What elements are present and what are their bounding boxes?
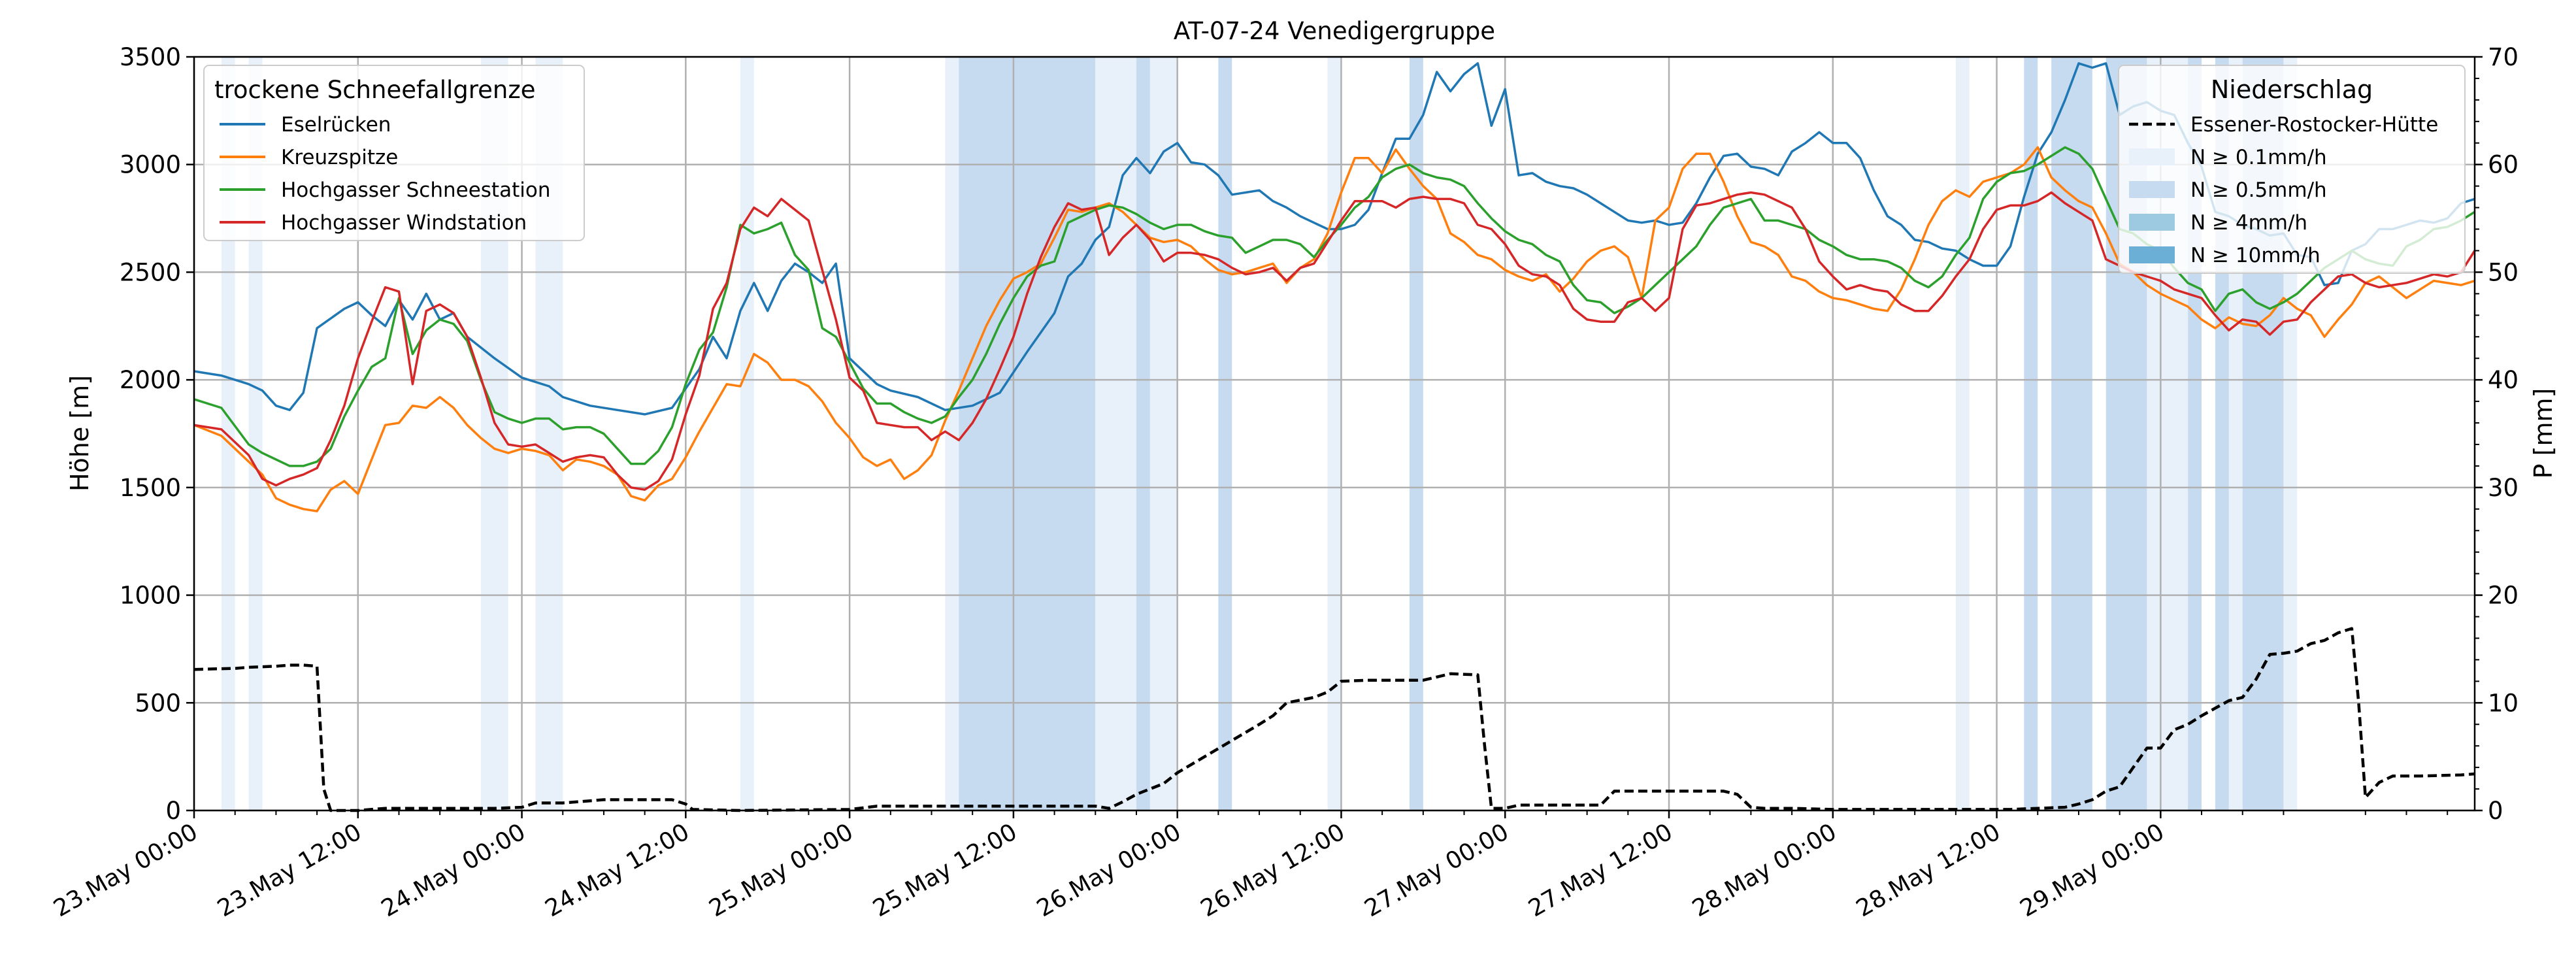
legend-right-swatch bbox=[2129, 148, 2175, 165]
legend-left-label: Eselrücken bbox=[281, 113, 391, 137]
legend-right-swatch bbox=[2129, 246, 2175, 263]
series-line bbox=[193, 191, 2476, 491]
y-tick-label-right: 10 bbox=[2488, 689, 2518, 717]
legend-left: trockene Schneefallgrenze Eselrücken Kreu… bbox=[203, 65, 585, 241]
legend-right-label: Essener-Rostocker-Hütte bbox=[2190, 113, 2438, 137]
precip-band bbox=[2024, 57, 2038, 810]
legend-right-label: N ≥ 0.5mm/h bbox=[2190, 178, 2327, 202]
legend-right-label: N ≥ 0.1mm/h bbox=[2190, 146, 2327, 169]
legend-left-box bbox=[203, 65, 585, 241]
precip-band bbox=[945, 57, 959, 810]
x-tick-label: 26.May 00:00 bbox=[1032, 818, 1185, 922]
y-tick-label-right: 30 bbox=[2488, 474, 2518, 502]
y-tick-label-left: 3000 bbox=[120, 151, 181, 179]
precip-band bbox=[2051, 57, 2092, 810]
legend-left-label: Kreuzspitze bbox=[281, 146, 398, 169]
legend-right-entries: Essener-Rostocker-Hütte N ≥ 0.1mm/h N ≥ 0.… bbox=[2129, 113, 2438, 267]
x-tick-label: 28.May 12:00 bbox=[1852, 818, 2005, 922]
series-line bbox=[193, 146, 2475, 512]
y-tick-label-right: 20 bbox=[2488, 582, 2518, 610]
precip-band bbox=[740, 57, 754, 810]
precip-band bbox=[1409, 57, 1423, 810]
plot-frame bbox=[193, 56, 2476, 812]
x-tick-label: 26.May 12:00 bbox=[1197, 818, 1349, 922]
legend-right-box bbox=[2118, 65, 2466, 274]
x-tick-label: 25.May 00:00 bbox=[704, 818, 857, 922]
legend-right-label: N ≥ 10mm/h bbox=[2190, 244, 2320, 267]
y-tick-label-left: 1000 bbox=[120, 582, 181, 610]
y-tick-label-right: 60 bbox=[2488, 151, 2518, 179]
y-tick-label-left: 0 bbox=[165, 797, 181, 825]
x-tick-label: 24.May 00:00 bbox=[377, 818, 530, 922]
legend-right-title: Niederschlag bbox=[2211, 75, 2373, 104]
precip-band bbox=[248, 57, 263, 810]
legend-right-label: N ≥ 4mm/h bbox=[2190, 211, 2307, 235]
x-tick-label: 23.May 12:00 bbox=[213, 818, 366, 922]
x-tick-label: 28.May 00:00 bbox=[1688, 818, 1841, 922]
y-tick-label-left: 1500 bbox=[120, 474, 181, 502]
legend-left-label: Hochgasser Schneestation bbox=[281, 178, 550, 202]
legend-left-title: trockene Schneefallgrenze bbox=[214, 76, 536, 104]
y-tick-label-right: 50 bbox=[2488, 258, 2518, 286]
legend-right: Niederschlag Essener-Rostocker-Hütte N ≥ … bbox=[2118, 65, 2466, 274]
x-tick-label: 29.May 00:00 bbox=[2016, 818, 2169, 922]
y-tick-label-left: 2500 bbox=[120, 258, 181, 286]
x-tick-label: 25.May 12:00 bbox=[868, 818, 1021, 922]
y-axis-label-right: P [mm] bbox=[2529, 388, 2558, 479]
x-tick-label: 27.May 00:00 bbox=[1360, 818, 1513, 922]
x-tick-label: 27.May 12:00 bbox=[1524, 818, 1677, 922]
precip-band bbox=[221, 57, 235, 810]
precip-band bbox=[1955, 57, 1970, 810]
precip-band bbox=[1327, 57, 1342, 810]
series-line bbox=[193, 146, 2475, 467]
precip-band bbox=[1095, 57, 1136, 810]
precip-band bbox=[1218, 57, 1232, 810]
legend-left-entries: Eselrücken Kreuzspitze Hochgasser Schneest… bbox=[220, 113, 550, 235]
y-tick-label-right: 40 bbox=[2488, 366, 2518, 394]
x-tick-label: 24.May 12:00 bbox=[541, 818, 694, 922]
x-tick-label: 23.May 00:00 bbox=[49, 818, 202, 922]
precip-band bbox=[1136, 57, 1150, 810]
series-line bbox=[193, 627, 2475, 812]
precip-band bbox=[1149, 57, 1178, 810]
y-tick-label-right: 70 bbox=[2488, 43, 2518, 71]
y-tick-label-left: 2000 bbox=[120, 366, 181, 394]
legend-right-swatch bbox=[2129, 214, 2175, 231]
y-tick-label-left: 3500 bbox=[120, 43, 181, 71]
y-axis-label-left: Höhe [m] bbox=[65, 375, 94, 492]
legend-left-label: Hochgasser Windstation bbox=[281, 211, 527, 235]
precip-band bbox=[959, 57, 1096, 810]
y-tick-label-right: 0 bbox=[2488, 797, 2503, 825]
chart-title: AT-07-24 Venedigergruppe bbox=[1174, 17, 1495, 45]
y-tick-label-left: 500 bbox=[135, 689, 181, 717]
legend-right-swatch bbox=[2129, 181, 2175, 198]
